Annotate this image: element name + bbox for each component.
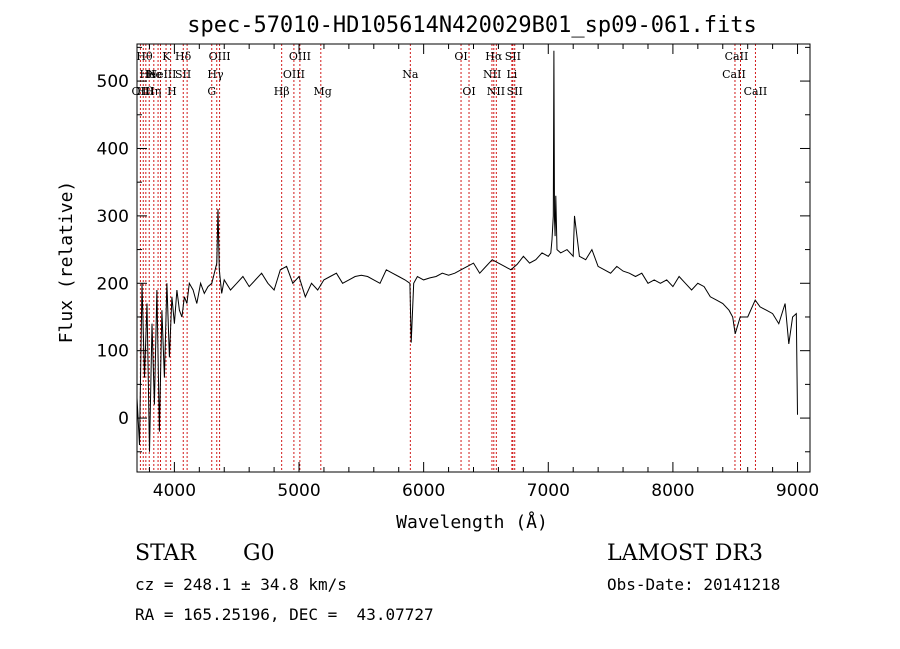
x-tick-label: 9000 — [776, 481, 819, 501]
x-tick-label: 6000 — [402, 481, 445, 501]
survey-name: LAMOST DR3 — [607, 541, 763, 566]
y-tick-label: 200 — [97, 274, 129, 294]
line-marker-label: Na — [402, 68, 419, 81]
x-axis-ticks: 4000 5000 6000 7000 8000 9000 — [148, 44, 819, 501]
line-marker-label: SII — [505, 50, 521, 63]
line-marker-label: Hγ — [207, 68, 224, 81]
line-marker-label: OIII — [289, 50, 311, 63]
line-marker-label: CaII — [725, 50, 749, 63]
object-class: STAR — [135, 541, 197, 566]
line-marker-label: Hη — [145, 85, 161, 98]
observation-date: Obs-Date: 20141218 — [607, 575, 780, 594]
emission-line-markers — [139, 44, 756, 472]
y-tick-label: 100 — [97, 342, 129, 362]
line-marker-label: NeIII — [147, 68, 176, 81]
line-marker-label: OI — [454, 50, 467, 63]
line-marker-label: OIII — [283, 68, 305, 81]
line-marker-label: K — [162, 50, 171, 63]
plot-frame — [136, 43, 811, 473]
redshift-velocity: cz = 248.1 ± 34.8 km/s — [135, 575, 347, 594]
y-tick-label: 300 — [97, 207, 129, 227]
line-marker-label: OII — [132, 85, 150, 98]
x-tick-label: 4000 — [153, 481, 196, 501]
line-marker-labels: OIIHθHθHeHηHeKNeIIIHSIIHδGHγOIIIHβOIIIOI… — [132, 50, 768, 98]
line-marker-label: He — [146, 68, 162, 81]
line-marker-label: CaII — [744, 85, 768, 98]
line-marker-label: OI — [462, 85, 475, 98]
y-tick-label: 0 — [118, 409, 129, 429]
y-axis-label: Flux (relative) — [56, 181, 77, 344]
line-marker-label: CaII — [722, 68, 746, 81]
spectral-subclass: G0 — [243, 541, 275, 566]
line-marker-label: Hα — [485, 50, 503, 63]
line-marker-label: Hβ — [274, 85, 290, 98]
coordinates: RA = 165.25196, DEC = 43.07727 — [135, 605, 434, 624]
line-marker-label: Mg — [314, 85, 332, 98]
y-tick-label: 500 — [97, 72, 129, 92]
line-marker-label: NII — [487, 85, 505, 98]
line-marker-label: OIII — [209, 50, 231, 63]
x-tick-label: 8000 — [651, 481, 694, 501]
x-tick-label: 5000 — [277, 481, 320, 501]
line-marker-label: He — [140, 68, 156, 81]
y-tick-label: 400 — [97, 139, 129, 159]
chart-title: spec-57010-HD105614N420029B01_sp09-061.f… — [187, 13, 757, 38]
line-marker-label: Li — [506, 68, 517, 81]
line-marker-label: SII — [507, 85, 523, 98]
spectrum-line — [136, 50, 798, 452]
line-marker-label: Hδ — [175, 50, 192, 63]
line-marker-label: H — [167, 85, 177, 98]
y-axis-ticks: 0 100 200 300 400 500 — [97, 46, 810, 453]
x-axis-label: Wavelength (Å) — [396, 511, 548, 533]
line-marker-label: Hθ — [136, 50, 153, 63]
line-marker-label: NII — [483, 68, 501, 81]
line-marker-label: SII — [175, 68, 191, 81]
line-marker-label: Hθ — [137, 85, 154, 98]
x-tick-label: 7000 — [527, 481, 570, 501]
line-marker-label: G — [207, 85, 216, 98]
